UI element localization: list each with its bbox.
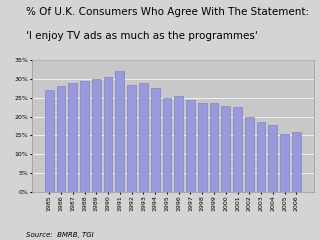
Bar	[127, 84, 136, 192]
Bar	[80, 81, 89, 192]
Bar	[292, 132, 301, 192]
Text: 'I enjoy TV ads as much as the programmes': 'I enjoy TV ads as much as the programme…	[26, 31, 257, 41]
Bar	[151, 88, 160, 192]
Bar	[163, 98, 171, 192]
Bar	[104, 77, 112, 192]
Bar	[221, 106, 230, 192]
Bar	[116, 71, 124, 192]
Bar	[174, 96, 183, 192]
Bar	[198, 103, 207, 192]
Bar	[45, 90, 54, 192]
Bar	[210, 103, 219, 192]
Bar	[139, 83, 148, 192]
Text: % Of U.K. Consumers Who Agree With The Statement:: % Of U.K. Consumers Who Agree With The S…	[26, 7, 309, 17]
Bar	[257, 122, 266, 192]
Bar	[92, 79, 101, 192]
Bar	[57, 86, 65, 192]
Bar	[268, 125, 277, 192]
Bar	[233, 107, 242, 192]
Bar	[186, 100, 195, 192]
Text: Source:  BMRB, TGI: Source: BMRB, TGI	[26, 232, 93, 238]
Bar	[68, 83, 77, 192]
Bar	[280, 133, 289, 192]
Bar	[245, 117, 254, 192]
